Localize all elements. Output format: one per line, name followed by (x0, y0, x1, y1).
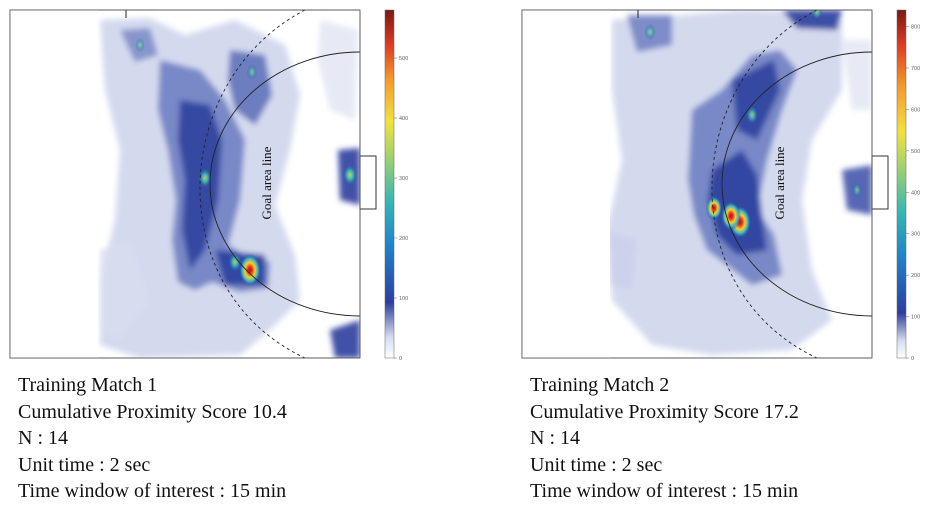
caption-score: Cumulative Proximity Score 10.4 (18, 400, 287, 423)
colorbar-tick-label: 300 (911, 232, 920, 238)
colorbar-tick-label: 0 (399, 356, 402, 362)
colorbar-tick-label: 700 (911, 66, 920, 72)
caption-n: N : 14 (530, 427, 580, 449)
colorbar: 0 100 200 300 400 500 600 700 800 (896, 9, 920, 362)
hotspot (246, 64, 258, 80)
goal-box (871, 155, 889, 210)
hotspot (197, 167, 213, 189)
hotspot-group (644, 10, 863, 239)
hotspot (745, 105, 759, 125)
caption-unit-time: Unit time : 2 sec (530, 453, 663, 476)
goal-area-label: Goal area line (772, 146, 787, 219)
colorbar-tick-label: 300 (399, 176, 408, 182)
colorbar: 0 100 200 300 400 500 (384, 9, 408, 362)
goal-box (359, 155, 377, 210)
heatmap-chart-2: Goal area line 0 100 200 300 400 500 600 700 800 (521, 9, 920, 362)
colorbar-tick-label: 400 (911, 190, 920, 196)
caption-time-window: Time window of interest : 15 min (18, 480, 287, 502)
heatmap-chart-1: Goal area line 0 100 200 300 400 500 (9, 9, 408, 362)
colorbar-tick-label: 500 (399, 56, 408, 62)
caption-time-window: Time window of interest : 15 min (530, 480, 799, 502)
hotspot (238, 253, 262, 287)
colorbar-tick-label: 400 (399, 116, 408, 122)
colorbar-tick-label: 600 (911, 107, 920, 113)
colorbar-tick-label: 500 (911, 149, 920, 155)
caption-score: Cumulative Proximity Score 17.2 (530, 400, 799, 423)
heatmap-panel-2: Goal area line 0 100 200 300 400 500 600 700 800… (512, 0, 931, 502)
hotspot (851, 182, 863, 198)
heatmap-panel-1: Goal area line 0 100 200 300 400 500 Training… (0, 0, 420, 502)
dashed-arc (711, 9, 818, 359)
hotspot (721, 201, 741, 231)
goal-area-arc (209, 51, 361, 317)
colorbar-tick-label: 0 (911, 356, 914, 362)
hotspot (644, 23, 656, 41)
colorbar-tick-label: 800 (911, 25, 920, 31)
goal-area-label: Goal area line (259, 146, 274, 219)
hotspot (705, 195, 723, 221)
hotspot (342, 163, 358, 187)
dashed-arc (199, 9, 306, 359)
caption-title: Training Match 1 (18, 374, 158, 396)
hotspot-group (135, 37, 358, 287)
caption-unit-time: Unit time : 2 sec (18, 453, 151, 476)
hotspot (811, 10, 823, 21)
colorbar-tick-label: 100 (399, 296, 408, 302)
caption: Training Match 2 Cumulative Proximity Sc… (530, 372, 799, 505)
colorbar-tick-label: 100 (911, 315, 920, 321)
goal-area-arc (721, 51, 873, 317)
hotspot (135, 37, 145, 53)
colorbar-tick-label: 200 (399, 236, 408, 242)
caption: Training Match 1 Cumulative Proximity Sc… (18, 372, 287, 505)
caption-n: N : 14 (18, 427, 68, 449)
colorbar-tick-label: 200 (911, 273, 920, 279)
hotspot (228, 251, 242, 273)
caption-title: Training Match 2 (530, 374, 670, 396)
